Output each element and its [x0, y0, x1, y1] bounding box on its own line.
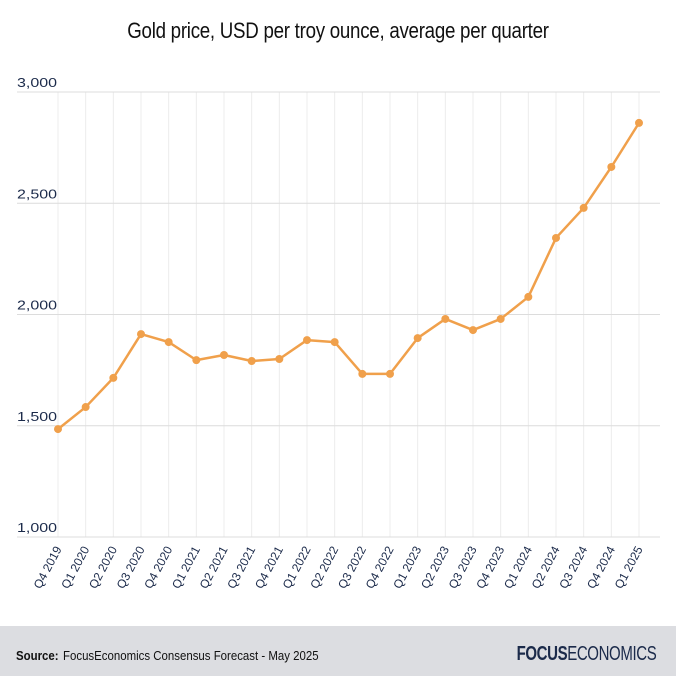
data-point	[579, 203, 588, 212]
data-point	[552, 233, 560, 242]
data-point	[441, 314, 450, 323]
series-line	[57, 122, 641, 431]
footer: Source: FocusEconomics Consensus Forecast…	[0, 626, 676, 676]
data-point	[54, 425, 62, 434]
data-point	[413, 334, 422, 343]
y-tick-label: 1,000	[17, 520, 57, 535]
data-point	[275, 355, 284, 363]
data-point	[81, 403, 90, 412]
y-tick-label: 2,500	[17, 186, 57, 201]
source-note: Source: FocusEconomics Consensus Forecast…	[16, 648, 319, 663]
source-text: FocusEconomics Consensus Forecast - May …	[62, 648, 319, 663]
data-point	[109, 373, 118, 382]
chart-title: Gold price, USD per troy ounce, average …	[127, 18, 549, 43]
y-tick-label: 2,000	[17, 298, 57, 313]
data-point	[607, 162, 616, 171]
data-point	[247, 357, 256, 366]
data-point	[164, 338, 173, 347]
y-tick-label: 3,000	[17, 75, 57, 90]
y-tick-label: 1,500	[17, 409, 57, 424]
data-point	[524, 292, 533, 301]
data-point	[358, 369, 367, 378]
data-point	[386, 369, 394, 378]
data-point	[469, 326, 477, 335]
data-point	[330, 338, 339, 347]
data-point	[220, 350, 228, 359]
data-point	[137, 330, 145, 339]
data-point	[496, 314, 505, 323]
focuseconomics-logo: FOCUSECONOMICS	[516, 643, 656, 665]
data-point	[303, 336, 311, 345]
source-label: Source:	[16, 648, 59, 663]
data-point	[192, 356, 201, 365]
data-point	[635, 118, 643, 127]
